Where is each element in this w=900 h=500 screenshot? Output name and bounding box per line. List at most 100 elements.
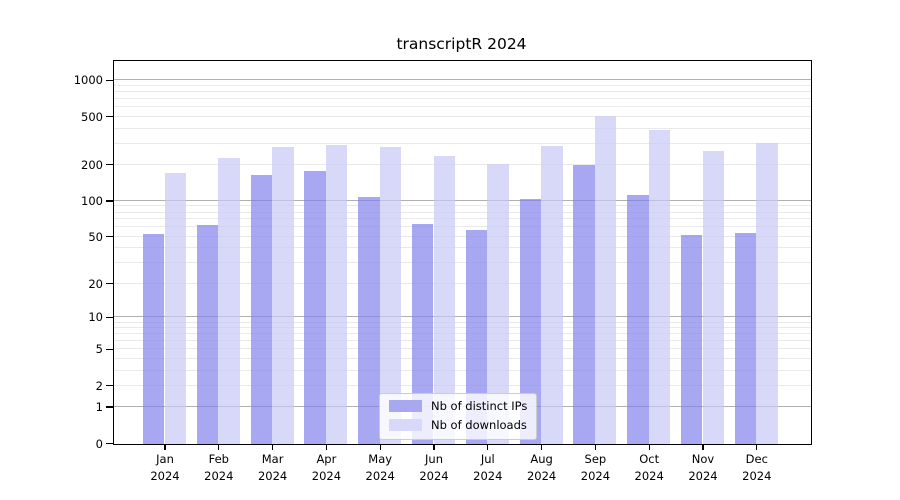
gridline-minor-7 [113, 333, 811, 335]
x-tick-label-oct: Oct 2024 [617, 451, 681, 484]
gridline-minor-70 [113, 218, 811, 220]
x-tick-mark-aug [541, 445, 543, 450]
y-tick-mark-50 [106, 236, 113, 238]
y-tick-label-1: 1 [95, 400, 103, 415]
gridline-minor-20 [113, 282, 811, 284]
x-tick-label-feb: Feb 2024 [187, 451, 251, 484]
gridline-minor-500 [113, 115, 811, 117]
y-tick-label-2: 2 [95, 378, 103, 393]
y-tick-mark-5 [106, 348, 113, 350]
x-tick-month-text: Apr [316, 452, 337, 466]
x-tick-mark-feb [218, 445, 220, 450]
chart-title: transcriptR 2024 [396, 35, 527, 53]
gridline-minor-2 [113, 384, 811, 386]
gridline-minor-8 [113, 327, 811, 329]
x-tick-label-jul: Jul 2024 [456, 451, 520, 484]
y-tick-mark-1 [106, 406, 113, 408]
y-tick-mark-200 [106, 164, 113, 166]
y-tick-label-50: 50 [88, 229, 103, 244]
x-tick-month-text: Aug [530, 452, 553, 466]
bar-distinct-ips-oct [627, 195, 649, 444]
bar-distinct-ips-apr [304, 171, 326, 444]
gridline-minor-600 [113, 106, 811, 108]
y-tick-label-20: 20 [88, 276, 103, 291]
bar-downloads-feb [218, 157, 240, 444]
x-tick-month-text: Jan [156, 452, 174, 466]
gridline-minor-200 [113, 163, 811, 165]
x-tick-month-text: Dec [745, 452, 768, 466]
x-tick-label-sep: Sep 2024 [563, 451, 627, 484]
bar-downloads-oct [648, 130, 671, 444]
x-tick-year-text: 2024 [634, 468, 664, 483]
bar-downloads-jul [487, 163, 509, 444]
x-tick-year-text: 2024 [473, 468, 503, 483]
x-tick-mark-apr [325, 445, 327, 450]
y-tick-mark-0 [106, 442, 113, 445]
y-tick-mark-2 [106, 385, 113, 387]
gridline-minor-60 [113, 226, 811, 228]
bar-distinct-ips-mar [250, 174, 273, 444]
gridline-minor-300 [113, 142, 811, 144]
x-tick-year-text: 2024 [742, 468, 772, 483]
y-tick-label-0: 0 [95, 436, 103, 451]
x-tick-year-text: 2024 [257, 468, 288, 483]
x-tick-mark-may [379, 445, 381, 450]
y-tick-mark-100 [106, 200, 113, 202]
bar-distinct-ips-jan [142, 234, 165, 444]
gridline-minor-30 [113, 262, 811, 264]
gridline-minor-6 [113, 340, 811, 342]
x-tick-year-text: 2024 [311, 468, 342, 483]
x-tick-month-text: Nov [691, 452, 715, 466]
x-tick-mark-mar [272, 445, 274, 450]
y-tick-mark-500 [106, 116, 113, 118]
legend-entry-downloads: Nb of downloads [389, 417, 527, 432]
x-tick-month-text: May [368, 452, 393, 466]
x-tick-year-text: 2024 [580, 468, 611, 483]
x-tick-month-text: Oct [639, 452, 660, 466]
y-tick-label-10: 10 [88, 310, 103, 325]
legend-label-distinct-ips: Nb of distinct IPs [431, 398, 528, 413]
x-tick-month-text: Jul [480, 452, 495, 466]
bar-downloads-apr [325, 145, 348, 444]
gridline-minor-400 [113, 127, 811, 129]
x-tick-mark-jan [164, 445, 166, 450]
y-tick-label-1000: 1000 [73, 73, 103, 88]
legend-entry-distinct-ips: Nb of distinct IPs [389, 398, 528, 413]
y-tick-mark-1000 [106, 79, 113, 82]
legend-swatch-downloads [389, 419, 422, 431]
gridline-minor-9 [113, 321, 811, 323]
bar-downloads-aug [541, 145, 563, 444]
x-tick-mark-dec [756, 445, 758, 450]
gridline-major-1000 [113, 79, 811, 81]
bar-distinct-ips-may [358, 197, 380, 444]
x-tick-mark-jun [433, 445, 435, 450]
bar-downloads-jan [164, 173, 187, 444]
x-tick-label-nov: Nov 2024 [671, 451, 735, 484]
bar-downloads-nov [702, 151, 725, 444]
x-tick-mark-jul [487, 445, 489, 450]
gridline-minor-90 [113, 205, 811, 207]
gridline-minor-4 [113, 357, 811, 359]
bar-distinct-ips-jun [411, 223, 434, 444]
x-tick-year-text: 2024 [150, 468, 180, 483]
bar-distinct-ips-dec [734, 233, 757, 444]
gridline-minor-50 [113, 235, 811, 237]
x-tick-month-text: Jun [425, 452, 443, 466]
bar-distinct-ips-sep [573, 164, 595, 444]
gridline-minor-800 [113, 91, 811, 93]
bar-distinct-ips-jul [465, 229, 488, 444]
plot-area [112, 59, 812, 445]
legend-label-downloads: Nb of downloads [431, 417, 527, 432]
y-tick-label-5: 5 [95, 342, 103, 357]
gridline-minor-3 [113, 369, 811, 371]
bar-downloads-jun [433, 155, 456, 444]
y-tick-label-200: 200 [81, 157, 103, 172]
y-tick-mark-10 [106, 316, 113, 319]
x-tick-year-text: 2024 [526, 468, 557, 483]
x-tick-label-jan: Jan 2024 [133, 451, 197, 484]
y-tick-mark-20 [106, 282, 113, 285]
gridline-minor-700 [113, 98, 811, 100]
x-tick-month-text: Sep [584, 452, 607, 466]
bar-downloads-sep [594, 116, 617, 444]
